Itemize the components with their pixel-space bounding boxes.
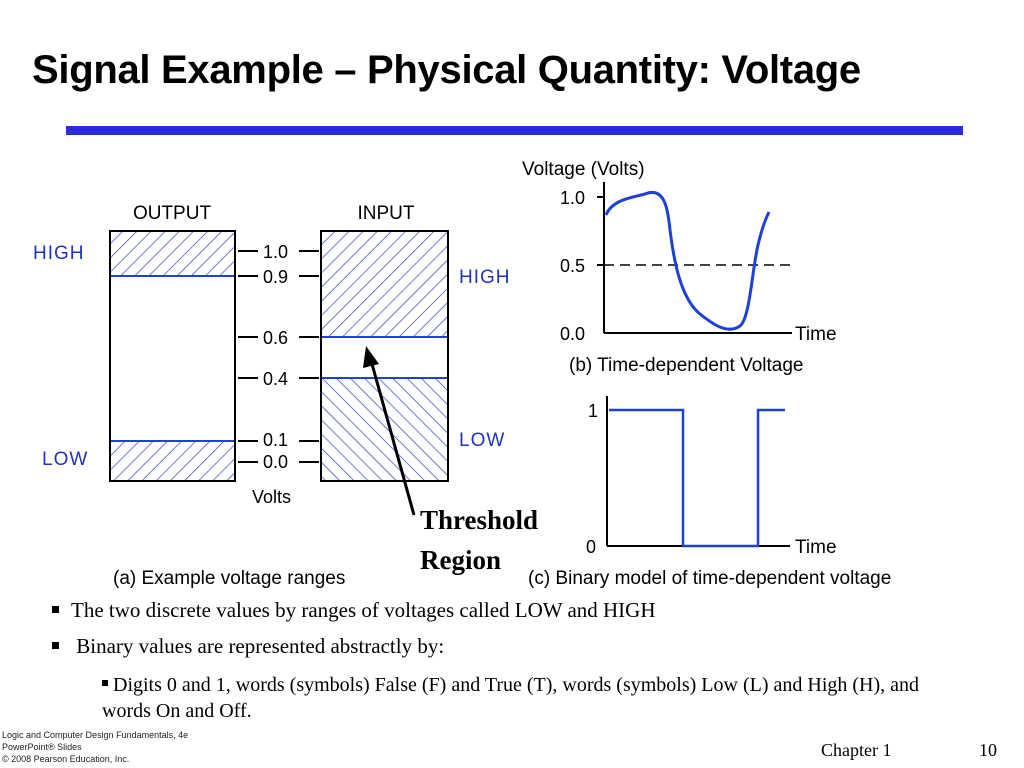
caption-a: (a) Example voltage ranges [113,568,345,589]
title-underline [66,126,963,135]
threshold-label-line1: Threshold [420,505,538,535]
b-tick-0-0: 0.0 [560,324,585,344]
b-time-label: Time [795,324,837,345]
bullet-item: The two discrete values by ranges of vol… [52,598,656,623]
page-number: 10 [979,740,997,760]
tick-0-0: 0.0 [263,452,288,472]
bullet-item: Binary values are represented abstractly… [52,634,444,659]
footer-credit: Logic and Computer Design Fundamentals, … [2,729,188,765]
output-label: OUTPUT [133,203,212,224]
c-tick-0: 0 [586,537,596,557]
tick-0-6: 0.6 [263,328,288,348]
tick-0-1: 0.1 [263,430,288,450]
input-column [320,230,449,482]
b-tick-1-0: 1.0 [560,188,585,208]
sub-bullet-item: Digits 0 and 1, words (symbols) False (F… [102,672,942,724]
bullet-icon [52,641,59,649]
c-tick-1: 1 [588,401,598,421]
threshold-label-line2: Region [420,545,501,575]
voltage-waveform [604,190,771,331]
input-high-band [321,231,448,337]
c-time-label: Time [795,537,837,558]
bullet-text: The two discrete values by ranges of vol… [71,598,656,622]
chapter-label: Chapter 1 [821,740,892,760]
output-high-label: HIGH [33,243,85,264]
caption-c: (c) Binary model of time-dependent volta… [528,568,891,589]
footer-credit-line: Logic and Computer Design Fundamentals, … [2,730,189,740]
output-high-band [110,231,235,276]
input-label: INPUT [358,203,415,224]
output-low-band [110,441,235,481]
input-low-label: LOW [459,430,505,451]
voltage-figure: OUTPUT INPUT HIGH LOW HIGH LOW 1.0 0.9 0… [33,159,891,589]
output-low-label: LOW [42,449,88,470]
tick-0-4: 0.4 [263,369,288,389]
sub-bullet-icon [102,680,108,687]
output-column [109,230,236,482]
threshold-arrowhead [363,346,379,368]
threshold-arrow [370,363,416,516]
input-high-label: HIGH [459,267,511,288]
b-tick-0-5: 0.5 [560,256,585,276]
input-low-band [321,378,448,481]
footer-credit-line: © 2008 Pearson Education, Inc. [2,754,130,764]
caption-b: (b) Time-dependent Voltage [569,355,804,376]
tick-1-0: 1.0 [263,242,288,262]
binary-waveform [609,408,785,548]
footer-credit-line: PowerPoint® Slides [2,742,82,752]
voltage-axis-title: Voltage (Volts) [522,159,645,180]
volts-label: Volts [252,487,291,507]
sub-bullet-text: Digits 0 and 1, words (symbols) False (F… [102,674,920,722]
volt-ticks [238,250,319,463]
bullet-text: Binary values are represented abstractly… [76,634,445,658]
bullet-icon [52,605,59,613]
tick-0-9: 0.9 [263,267,288,287]
slide-title: Signal Example – Physical Quantity: Volt… [32,48,861,92]
